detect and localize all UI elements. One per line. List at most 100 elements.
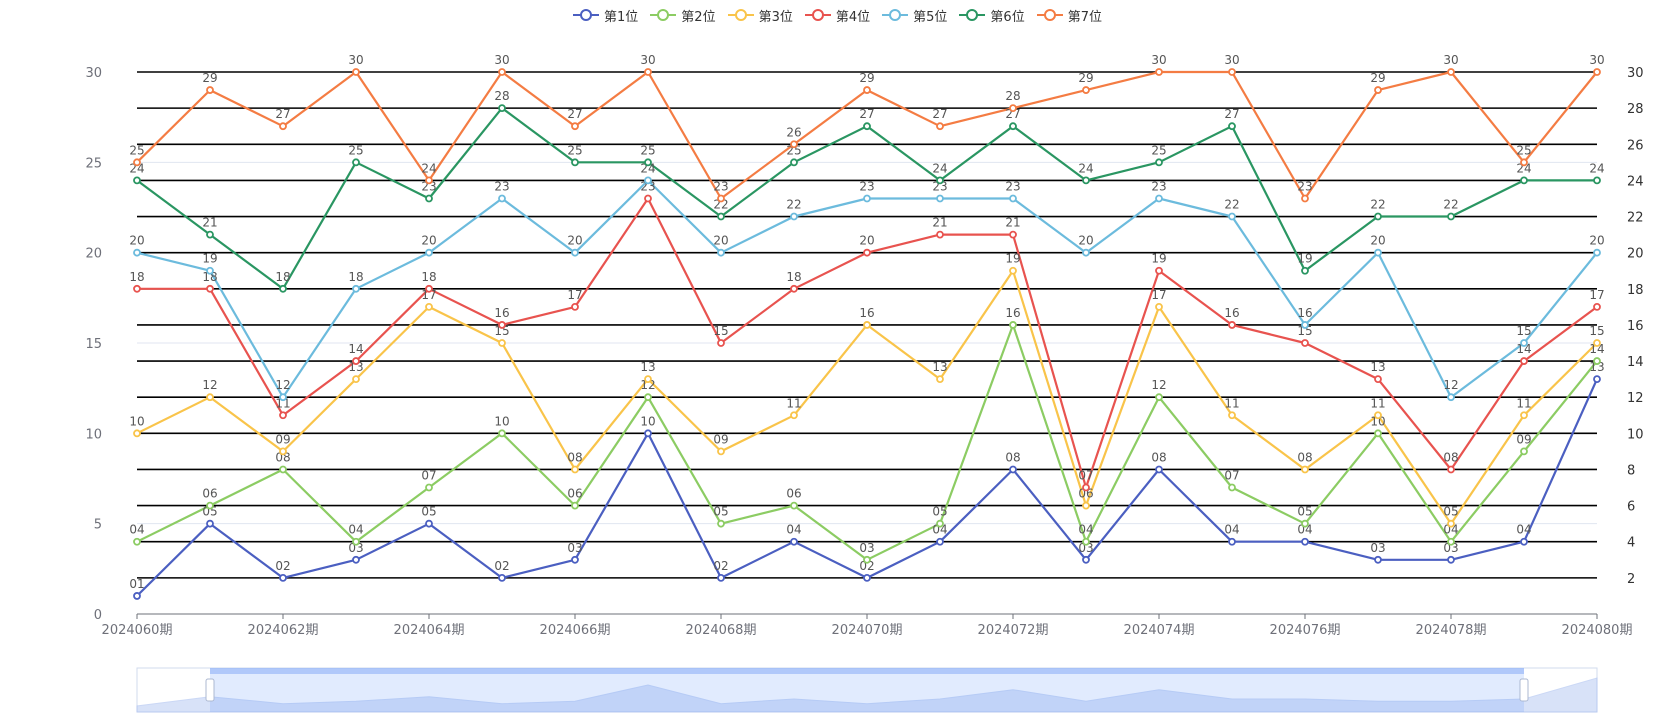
- legend-item[interactable]: 第2位: [650, 6, 716, 25]
- legend-item[interactable]: 第4位: [804, 6, 870, 25]
- data-label: 12: [1151, 378, 1166, 392]
- slider-selection: [210, 668, 1524, 712]
- data-label: 20: [713, 234, 728, 248]
- data-label: 06: [786, 487, 801, 501]
- slider-end-handle[interactable]: [1519, 678, 1529, 702]
- legend-line-circle-icon: [959, 9, 986, 21]
- data-point: [352, 375, 360, 384]
- data-label: 05: [1443, 505, 1458, 519]
- series-points: 25 29 27 30 24 30 27 30 23 26 29 27 28 29 30 30 23 29 30 25…: [129, 53, 1605, 203]
- data-point: [352, 284, 360, 293]
- data-label: 04: [1443, 523, 1458, 537]
- data-point: [279, 284, 287, 293]
- data-point: [1301, 194, 1309, 203]
- data-label: 06: [567, 487, 582, 501]
- data-point: [1520, 447, 1528, 456]
- legend-item[interactable]: 第5位: [882, 6, 947, 25]
- slider-start-handle[interactable]: [205, 678, 215, 702]
- data-point: [1447, 519, 1455, 528]
- data-label: 24: [1516, 161, 1531, 175]
- data-point: [133, 176, 141, 185]
- data-label: 06: [1078, 487, 1093, 501]
- data-label: 23: [1297, 179, 1312, 193]
- data-point: [498, 104, 506, 113]
- data-point: [1374, 429, 1382, 438]
- data-point: [133, 284, 141, 293]
- data-point: [1520, 357, 1528, 365]
- data-label: 04: [1516, 523, 1531, 537]
- legend-item[interactable]: 第6位: [959, 6, 1025, 25]
- data-label: 12: [275, 378, 290, 392]
- legend-item[interactable]: 第1位: [573, 6, 638, 25]
- data-label: 19: [1151, 252, 1166, 266]
- data-label: 04: [932, 523, 947, 537]
- data-label: 23: [494, 179, 509, 193]
- data-label: 08: [567, 450, 582, 464]
- slider-move-bar: [210, 668, 1524, 674]
- legend-item[interactable]: 第7位: [1036, 6, 1102, 25]
- data-point: [790, 212, 798, 221]
- data-label: 24: [421, 161, 436, 175]
- data-point: [1520, 537, 1528, 546]
- data-point: [863, 86, 871, 94]
- data-point: [1374, 555, 1382, 564]
- data-point: [1009, 321, 1017, 329]
- data-label: 18: [275, 270, 290, 284]
- data-label: 14: [1589, 342, 1604, 356]
- data-point: [133, 537, 141, 546]
- data-point: [1593, 302, 1601, 311]
- data-label: 24: [640, 161, 655, 175]
- data-label: 04: [1078, 523, 1093, 537]
- data-point: [1447, 555, 1455, 564]
- data-label: 26: [786, 125, 801, 139]
- data-point: [1447, 68, 1455, 76]
- data-point: [1374, 411, 1382, 420]
- data-label: 23: [1005, 179, 1020, 193]
- y-left-tick-label: 25: [85, 156, 102, 171]
- data-point: [863, 122, 871, 131]
- data-label: 05: [202, 505, 217, 519]
- data-point: [1447, 465, 1455, 474]
- data-point: [1228, 321, 1236, 329]
- data-label: 03: [1078, 541, 1093, 555]
- data-point: [133, 158, 141, 167]
- data-point: [863, 321, 871, 329]
- x-tick-label: 2024066期: [540, 623, 611, 638]
- legend-label: 第3位: [758, 9, 793, 25]
- data-label: 09: [275, 432, 290, 446]
- data-point: [425, 483, 433, 492]
- data-label: 27: [275, 107, 290, 121]
- data-point: [936, 375, 944, 384]
- data-label: 19: [1297, 252, 1312, 266]
- data-label: 29: [859, 71, 874, 85]
- data-label: 12: [1443, 378, 1458, 392]
- data-point: [1301, 519, 1309, 528]
- data-label: 11: [275, 396, 290, 410]
- data-label: 16: [1224, 306, 1239, 320]
- data-point: [1593, 375, 1601, 384]
- data-point: [644, 176, 652, 185]
- data-point: [352, 158, 360, 167]
- legend-line-circle-icon: [650, 9, 677, 21]
- data-label: 15: [1516, 324, 1531, 338]
- data-label: 22: [1443, 198, 1458, 212]
- data-point: [1593, 339, 1601, 347]
- data-label: 18: [129, 270, 144, 284]
- data-point: [790, 501, 798, 510]
- data-point: [571, 501, 579, 510]
- data-point: [1520, 158, 1528, 167]
- y-left-tick-label: 30: [85, 66, 102, 81]
- data-label: 16: [494, 306, 509, 320]
- data-point: [1082, 176, 1090, 185]
- data-label: 27: [1005, 107, 1020, 121]
- data-point: [1228, 122, 1236, 131]
- legend: 第1位 第2位 第3位 第4位 第5位 第6位 第7位: [0, 2, 1675, 28]
- data-label: 13: [932, 360, 947, 374]
- y-right-tick-label: 10: [1627, 427, 1644, 442]
- data-label: 25: [1516, 143, 1531, 157]
- data-point: [1155, 302, 1163, 311]
- legend-item[interactable]: 第3位: [727, 6, 793, 25]
- y-right-tick-label: 20: [1627, 247, 1644, 262]
- data-point: [790, 411, 798, 420]
